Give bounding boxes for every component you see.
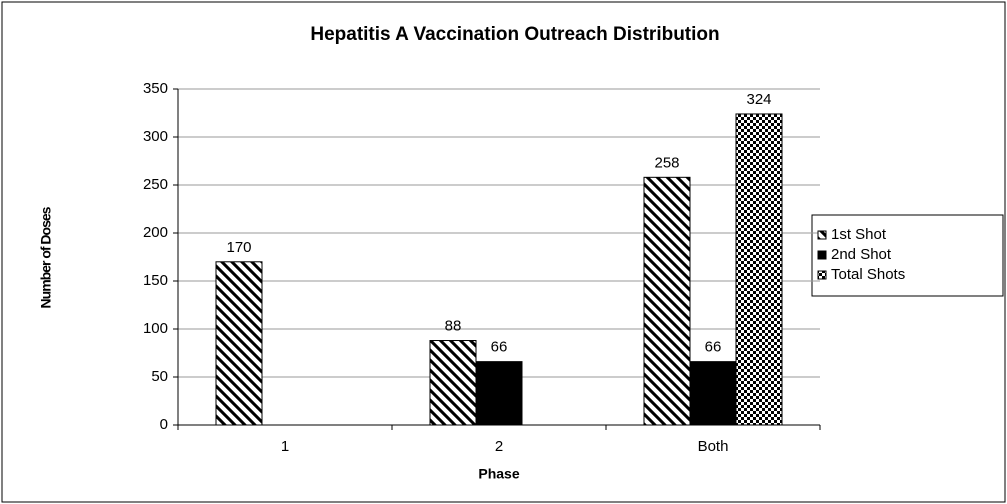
y-tick-label: 50 — [151, 368, 168, 385]
x-tick-label: 2 — [495, 438, 503, 455]
x-tick-label: Both — [698, 438, 729, 455]
legend-box — [811, 214, 1004, 297]
bar — [643, 176, 691, 426]
legend-swatch — [817, 230, 827, 240]
bar — [689, 361, 737, 426]
chart-title: Hepatitis A Vaccination Outreach Distrib… — [310, 24, 719, 45]
bar — [215, 261, 263, 426]
data-label: 324 — [746, 91, 771, 108]
y-tick-label: 150 — [143, 272, 168, 289]
y-axis-title: Number of Doses — [38, 206, 54, 308]
y-tick-label: 100 — [143, 320, 168, 337]
bar — [475, 361, 523, 426]
y-tick-label: 250 — [143, 176, 168, 193]
data-label: 88 — [445, 317, 462, 334]
data-label: 66 — [705, 339, 722, 356]
y-tick-label: 350 — [143, 80, 168, 97]
legend-swatch — [817, 250, 827, 260]
legend-label: 1st Shot — [831, 226, 887, 243]
bar — [735, 113, 783, 426]
bar — [429, 340, 477, 426]
data-label: 258 — [654, 154, 679, 171]
x-tick-label: 1 — [281, 438, 289, 455]
legend-label: Total Shots — [831, 266, 905, 283]
legend-swatch — [817, 270, 827, 280]
y-tick-label: 300 — [143, 128, 168, 145]
legend-label: 2nd Shot — [831, 246, 892, 263]
x-axis-title: Phase — [478, 466, 519, 482]
data-label: 170 — [226, 239, 251, 256]
y-tick-label: 200 — [143, 224, 168, 241]
y-tick-label: 0 — [160, 416, 168, 433]
data-label: 66 — [491, 339, 508, 356]
